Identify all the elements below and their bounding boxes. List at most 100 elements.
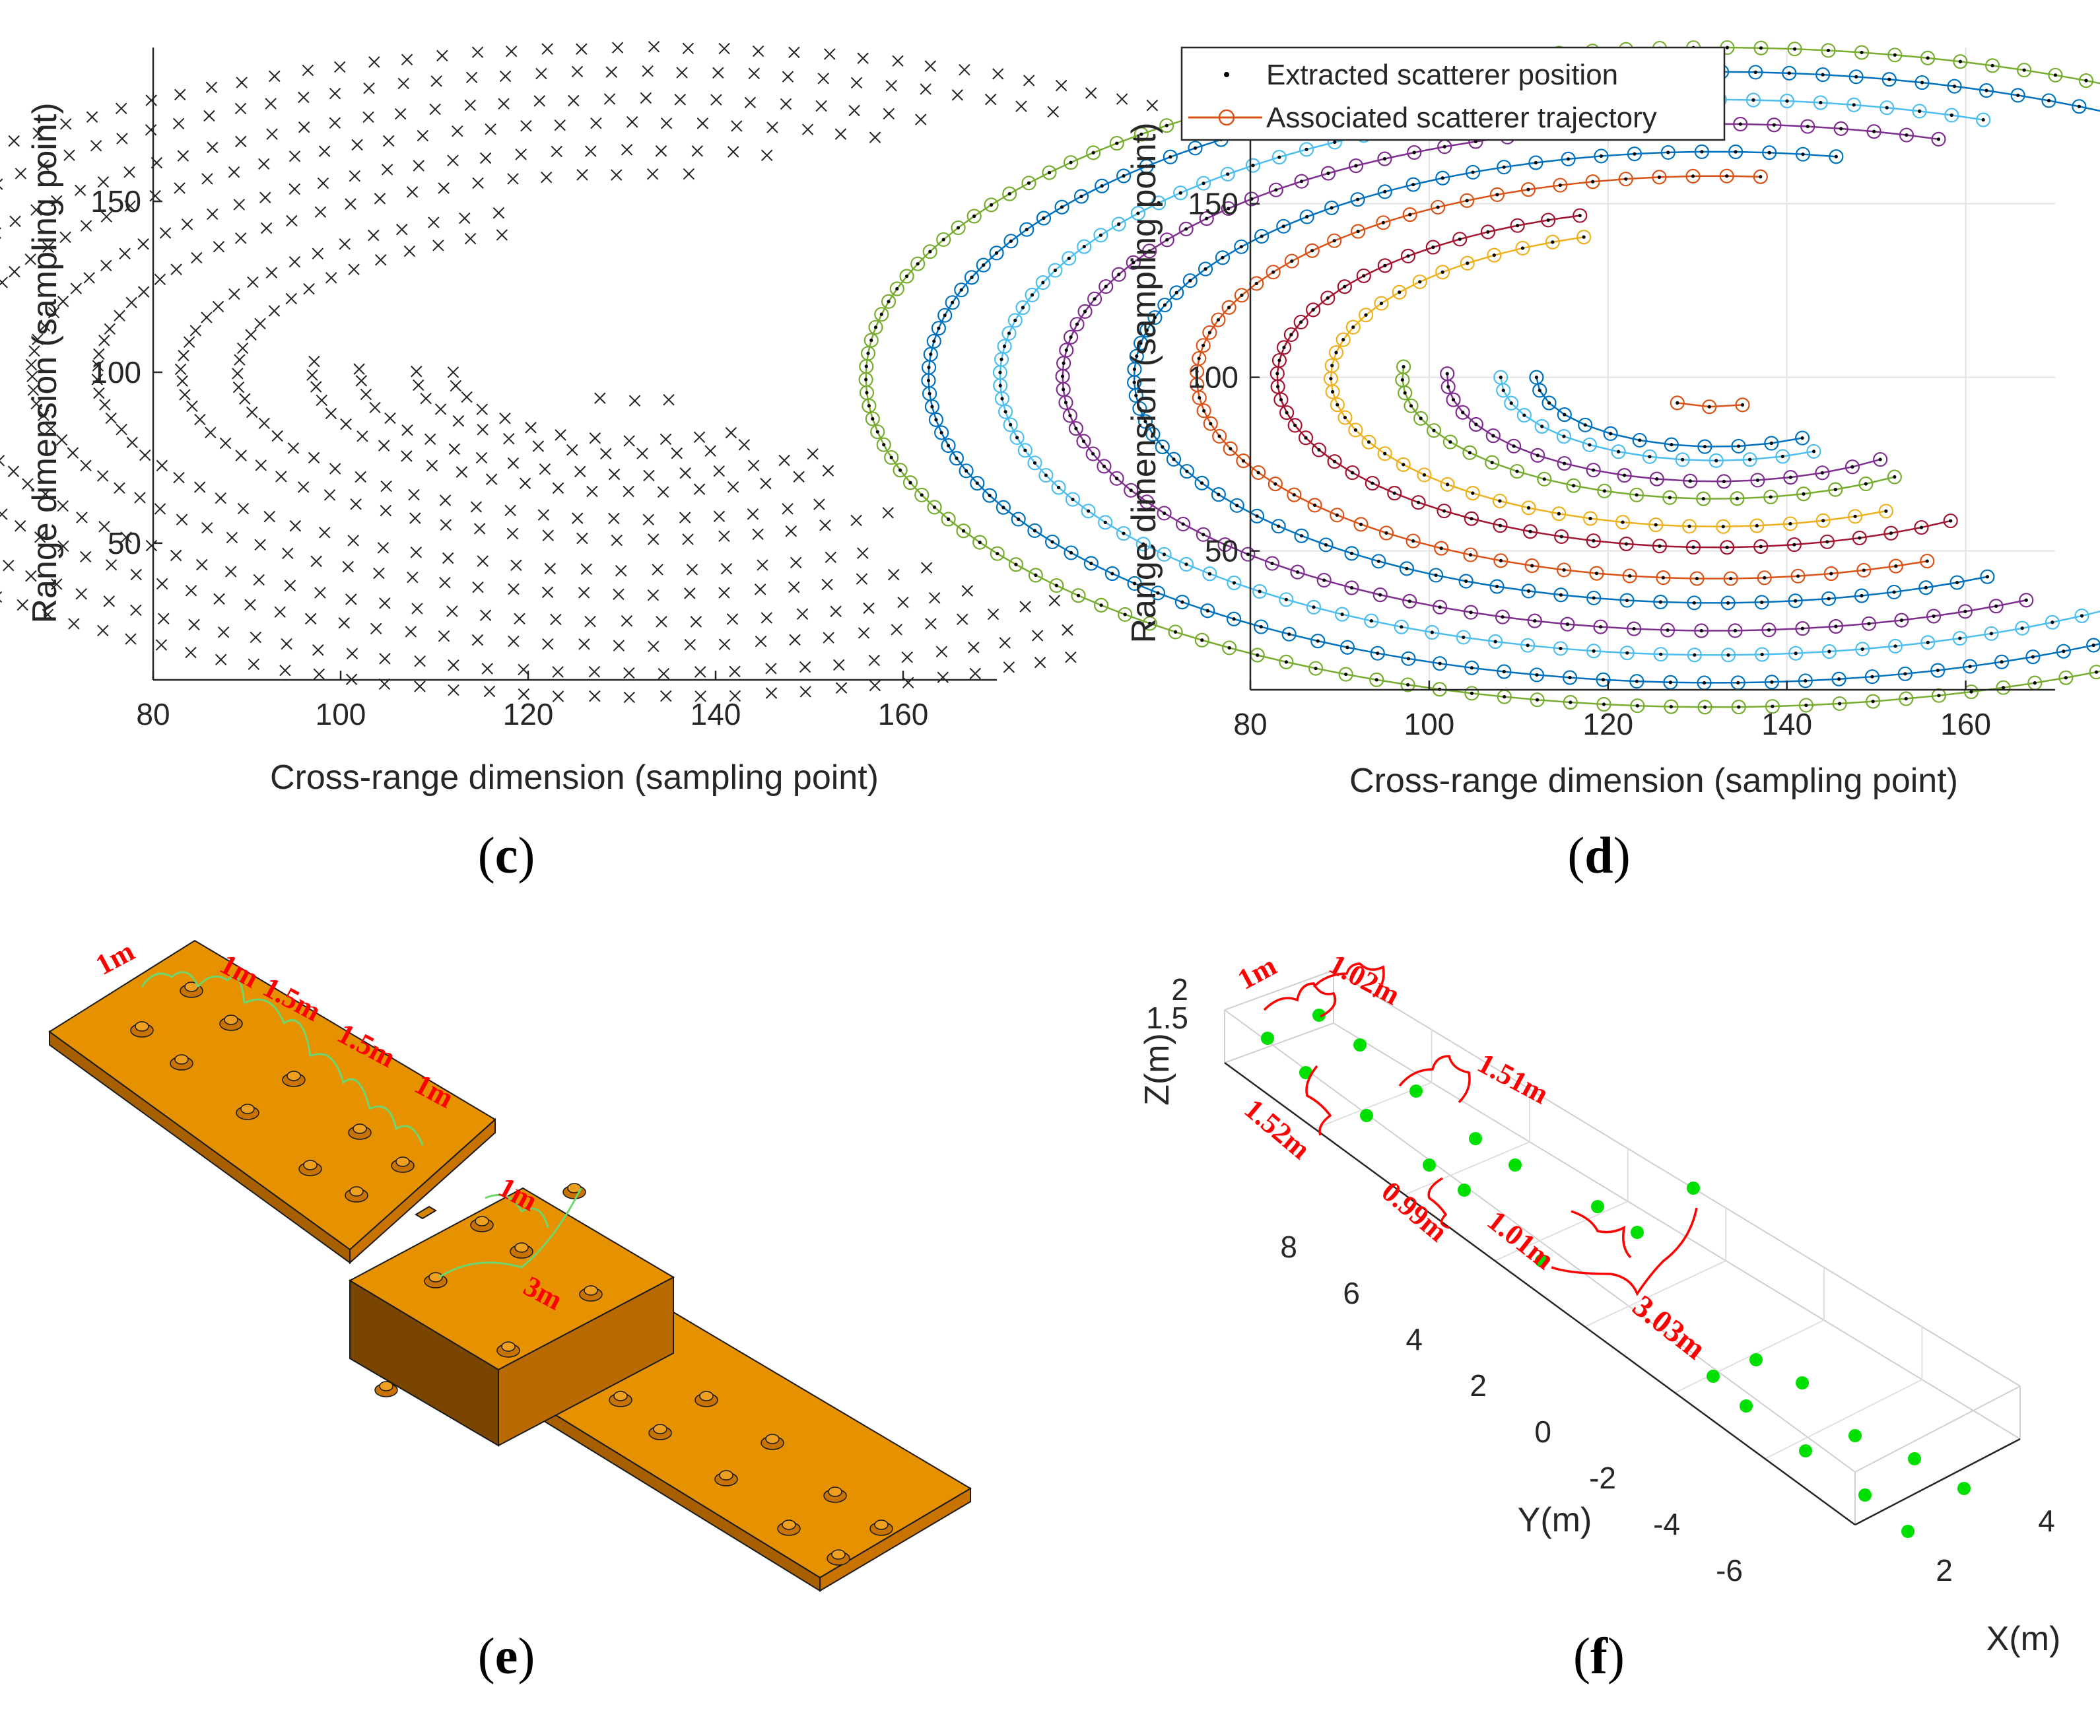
scatter-x-marker — [518, 688, 530, 700]
trajectory-marker — [1466, 164, 1481, 180]
trajectory-marker — [1118, 607, 1133, 622]
trajectory-marker — [941, 438, 956, 453]
trajectory-marker — [1069, 317, 1085, 332]
scatter-x-marker — [28, 345, 40, 357]
trajectory-marker — [1065, 492, 1081, 507]
scatter-x-marker — [464, 232, 477, 245]
f-z-tick-label: 2 — [1171, 972, 1188, 1007]
extracted-point — [1792, 543, 1796, 547]
extracted-point — [1446, 385, 1450, 389]
panel-f-points — [1261, 1009, 1971, 1538]
extracted-point — [1195, 383, 1199, 387]
trajectory-marker — [1912, 104, 1927, 119]
legend-label-extracted: Extracted scatterer position — [1266, 59, 1618, 91]
scatter-3d-point — [1261, 1032, 1274, 1045]
scatter-x-marker — [507, 457, 520, 469]
extracted-point — [1033, 529, 1037, 533]
extracted-point — [1448, 440, 1452, 444]
bump-top — [653, 1424, 667, 1434]
trajectory-marker — [1460, 255, 1475, 271]
scatter-3d-point — [1591, 1200, 1604, 1213]
scatter-x-marker — [234, 354, 246, 366]
extracted-point — [1376, 559, 1380, 563]
extracted-point — [1132, 261, 1135, 265]
scatter-x-marker — [312, 644, 324, 656]
trajectory-marker — [1139, 494, 1155, 510]
extracted-point — [1102, 464, 1106, 468]
trajectory-marker — [941, 512, 956, 527]
extracted-point — [1246, 552, 1250, 556]
scatter-x-marker — [381, 164, 393, 176]
scatter-x-marker — [1116, 93, 1128, 105]
scatter-x-marker — [623, 667, 635, 679]
scatter-x-marker — [693, 431, 706, 443]
scatter-x-marker — [537, 509, 550, 521]
trajectory-marker — [1720, 540, 1735, 555]
scatter-x-marker — [576, 43, 588, 55]
scatter-x-marker — [1003, 661, 1015, 673]
trajectory-marker — [954, 283, 969, 298]
extracted-point — [1060, 205, 1064, 209]
scatter-x-marker — [937, 671, 949, 683]
extracted-point — [1474, 422, 1478, 426]
trajectory-marker — [1435, 170, 1450, 185]
scatter-x-marker — [656, 616, 667, 628]
trajectory-marker — [1400, 248, 1416, 263]
scatter-x-marker — [718, 530, 730, 543]
trajectory-marker — [1440, 477, 1455, 492]
trajectory-marker — [1025, 287, 1040, 302]
scatter-x-marker — [263, 510, 275, 523]
extracted-point — [1023, 448, 1027, 452]
panel-f-brackets — [1263, 962, 1698, 1296]
extracted-point — [1800, 436, 1804, 440]
scatter-x-marker — [154, 273, 166, 286]
extracted-point — [1041, 281, 1045, 284]
scatter-x-marker — [158, 613, 170, 624]
scatter-x-marker — [176, 514, 188, 525]
scatter-x-marker — [738, 439, 751, 451]
trajectory-marker — [1188, 141, 1203, 156]
scatter-x-marker — [479, 609, 492, 621]
trajectory-marker — [1376, 215, 1391, 230]
trajectory-marker — [1856, 562, 1872, 578]
scatter-x-marker — [340, 418, 352, 430]
extracted-point — [1293, 423, 1297, 428]
trajectory-marker — [1985, 58, 2000, 73]
scatter-3d-point — [1353, 1038, 1367, 1052]
scatter-x-marker — [55, 434, 68, 446]
model-dimension-brackets — [141, 971, 582, 1279]
trajectory-marker — [1728, 623, 1743, 638]
trajectory-marker — [1254, 619, 1269, 634]
extracted-point — [1526, 644, 1530, 648]
scatter-x-marker — [652, 564, 663, 576]
extracted-point — [1958, 636, 1962, 640]
scatter-x-marker — [718, 587, 730, 599]
trajectory-marker — [1496, 383, 1511, 398]
extracted-point — [1540, 424, 1544, 428]
scatter-3d-point — [1469, 1132, 1482, 1145]
extracted-point — [1104, 284, 1108, 288]
scatter-x-marker — [586, 485, 598, 498]
scatter-x-marker — [682, 42, 694, 55]
extracted-point — [889, 455, 893, 459]
trajectory-marker — [1351, 224, 1366, 239]
scatter-x-marker — [57, 540, 69, 552]
scatter-x-marker — [436, 50, 448, 62]
scatter-x-marker — [793, 471, 805, 483]
trajectory-marker — [1815, 465, 1830, 481]
extracted-point — [1733, 628, 1738, 633]
trajectory-marker — [1632, 432, 1647, 448]
panel-d-caption: (d) — [1567, 826, 1630, 884]
scatter-x-marker — [551, 145, 562, 158]
extracted-point — [1034, 573, 1038, 577]
extracted-point — [1141, 542, 1145, 546]
extracted-point — [1223, 543, 1227, 547]
scatter-x-marker — [822, 465, 834, 477]
extracted-point — [1438, 605, 1442, 609]
trajectory-marker — [1035, 275, 1050, 290]
scatter-x-marker — [627, 116, 638, 128]
trajectory-marker — [1374, 296, 1389, 311]
extracted-point — [1722, 479, 1726, 483]
extracted-point — [867, 404, 871, 408]
